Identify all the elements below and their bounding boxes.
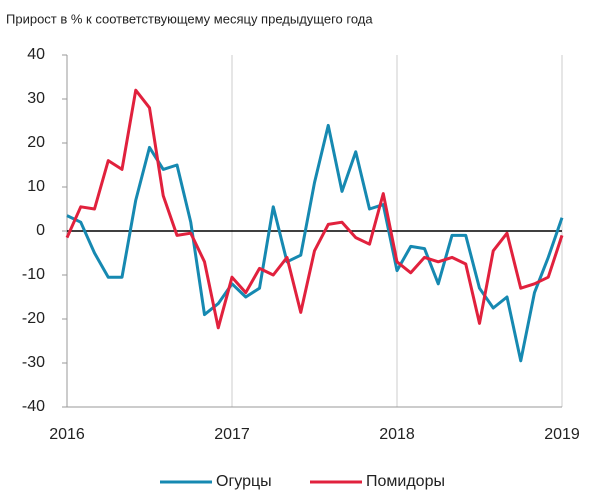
legend-label: Помидоры — [366, 473, 445, 490]
y-tick-label: -10 — [22, 266, 45, 283]
x-tick-label: 2019 — [544, 426, 580, 443]
y-tick-label: 30 — [27, 90, 45, 107]
y-tick-label: -40 — [22, 398, 45, 415]
y-tick-label: 20 — [27, 134, 45, 151]
x-tick-label: 2016 — [49, 426, 85, 443]
x-tick-label: 2017 — [214, 426, 250, 443]
series-line — [65, 88, 564, 330]
y-tick-label: -30 — [22, 354, 45, 371]
y-tick-label: -20 — [22, 310, 45, 327]
chart-title: Прирост в % к соответствующему месяцу пр… — [6, 11, 373, 26]
y-tick-label: 40 — [27, 46, 45, 63]
series-line — [66, 123, 564, 363]
legend-label: Огурцы — [216, 473, 272, 490]
y-tick-label: 10 — [27, 178, 45, 195]
x-tick-label: 2018 — [379, 426, 415, 443]
y-tick-label: 0 — [36, 222, 45, 239]
